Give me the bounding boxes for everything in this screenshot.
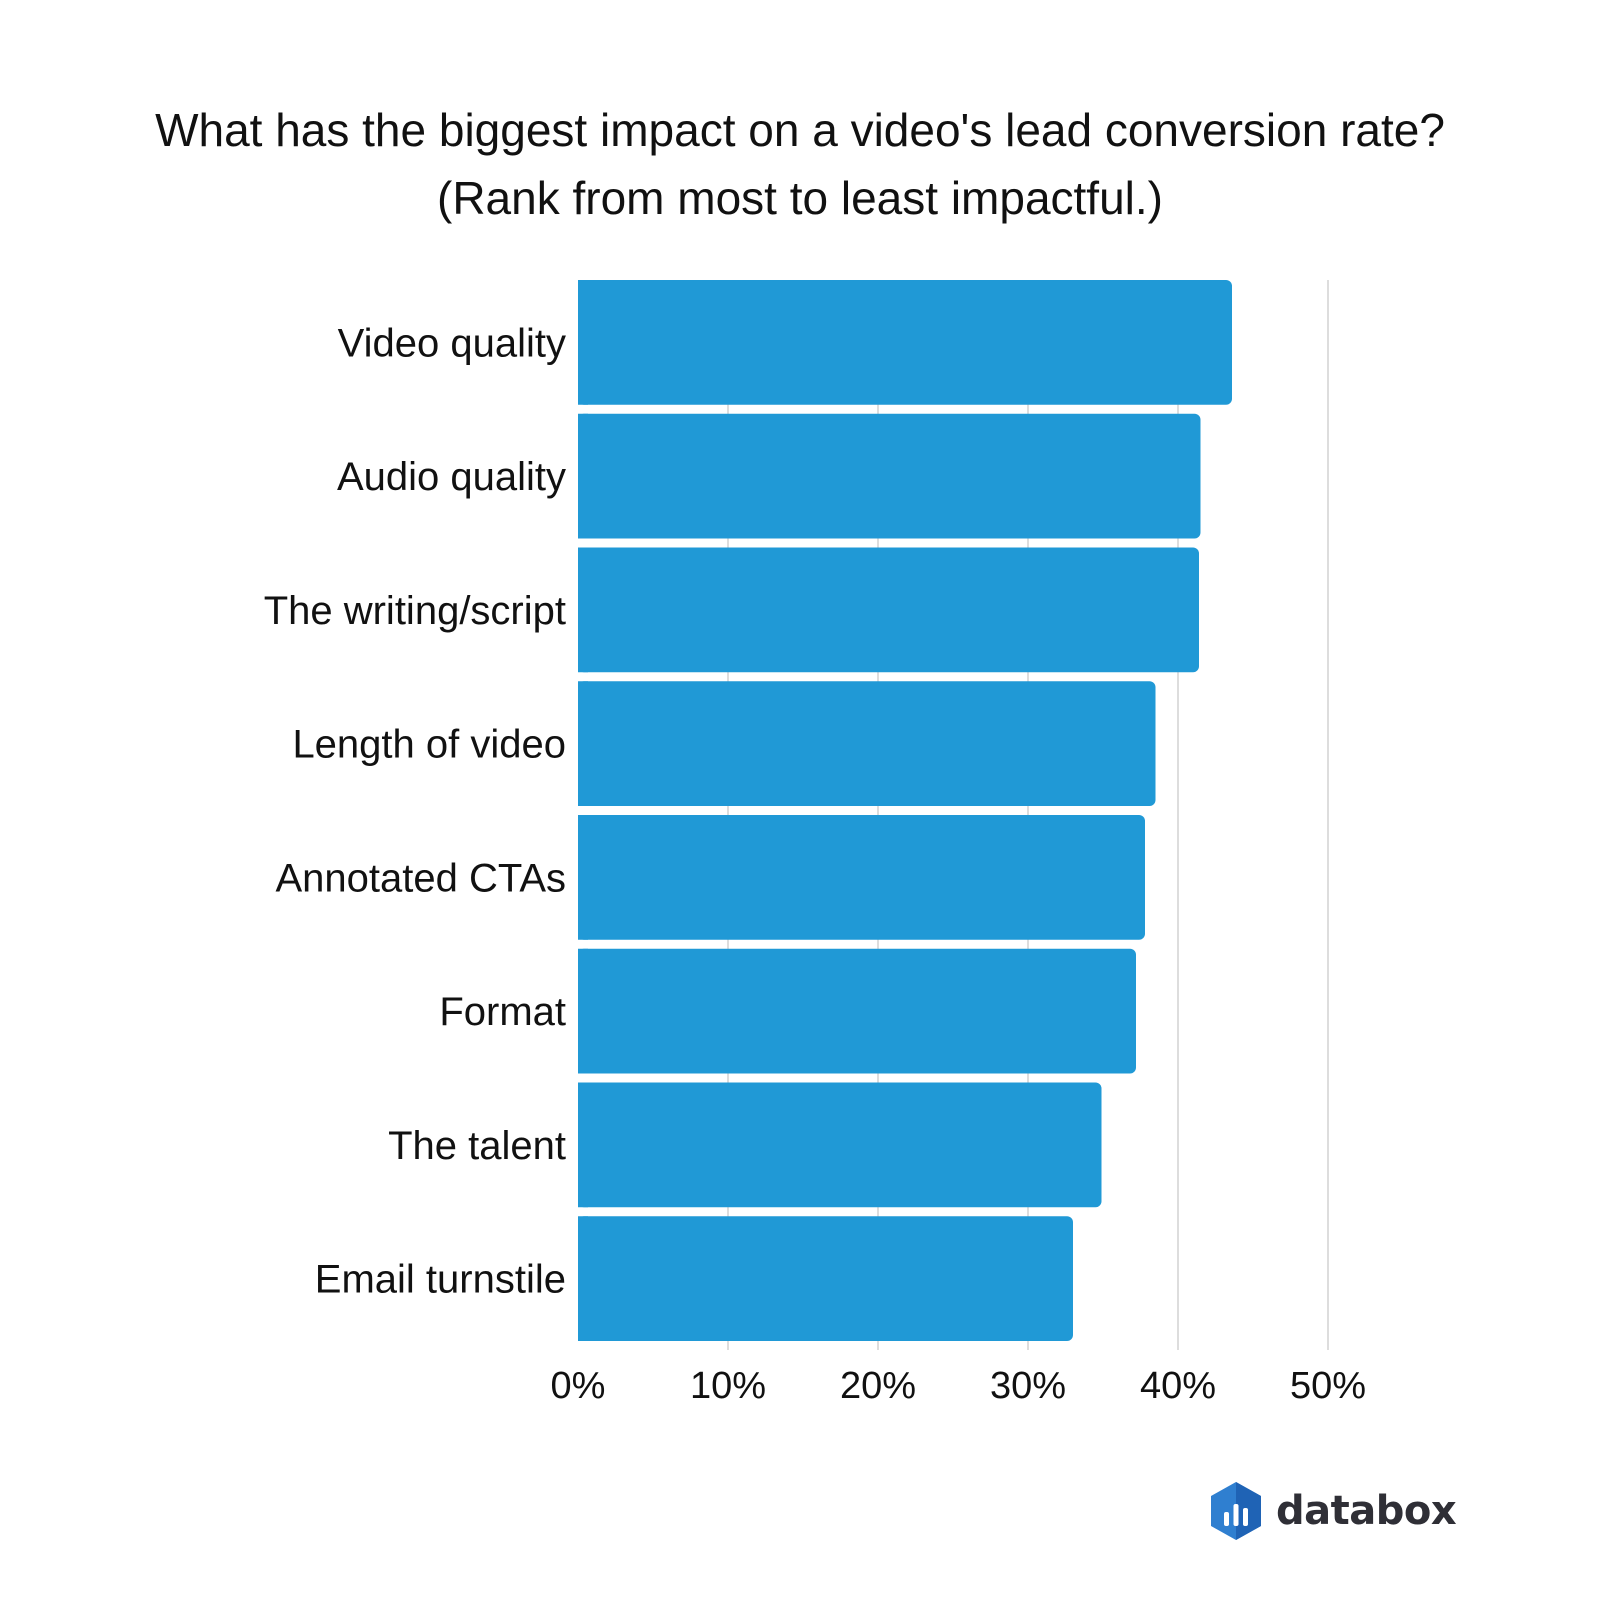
x-axis-ticks: 0% 10% 20% 30% 40% 50% — [551, 1365, 1366, 1407]
bar-left-edge — [578, 681, 588, 806]
x-tick-label: 0% — [551, 1365, 606, 1407]
x-tick-label: 20% — [840, 1365, 916, 1407]
bar — [578, 815, 1145, 940]
bar — [578, 1216, 1073, 1341]
category-label: Audio quality — [337, 455, 566, 499]
bar — [578, 1082, 1102, 1208]
category-label: Format — [439, 990, 566, 1034]
category-label: Email turnstile — [315, 1258, 566, 1302]
bar-left-edge — [578, 815, 588, 940]
x-tick-label: 10% — [690, 1365, 766, 1407]
category-label: The writing/script — [264, 589, 566, 633]
bar — [578, 413, 1201, 539]
bar-left-edge — [578, 948, 588, 1074]
bar-left-edge — [578, 1082, 588, 1208]
category-label: Video quality — [338, 321, 566, 365]
x-tick-label: 40% — [1140, 1365, 1216, 1407]
category-label: Length of video — [292, 723, 566, 767]
databox-logo-text: databox — [1276, 1488, 1457, 1534]
chart-subtitle: (Rank from most to least impactful.) — [437, 172, 1163, 224]
x-tick-label: 30% — [990, 1365, 1066, 1407]
chart-title: What has the biggest impact on a video's… — [60, 96, 1540, 232]
bars — [578, 280, 1232, 1341]
category-label: The talent — [388, 1124, 566, 1168]
bar-left-edge — [578, 1216, 588, 1341]
category-labels: Video quality Audio quality The writing/sc… — [264, 321, 566, 1301]
bar — [578, 948, 1136, 1074]
bar-left-edge — [578, 280, 588, 405]
bar — [578, 681, 1156, 806]
bar-left-edge — [578, 413, 588, 539]
databox-logo: databox — [1208, 1480, 1468, 1542]
bar-left-edge — [578, 547, 588, 673]
databox-logo-icon — [1211, 1482, 1261, 1540]
bar — [578, 547, 1199, 673]
x-tick-label: 50% — [1290, 1365, 1366, 1407]
category-label: Annotated CTAs — [275, 856, 566, 900]
chart-title-line: What has the biggest impact on a video's… — [155, 104, 1445, 156]
bar — [578, 280, 1232, 405]
